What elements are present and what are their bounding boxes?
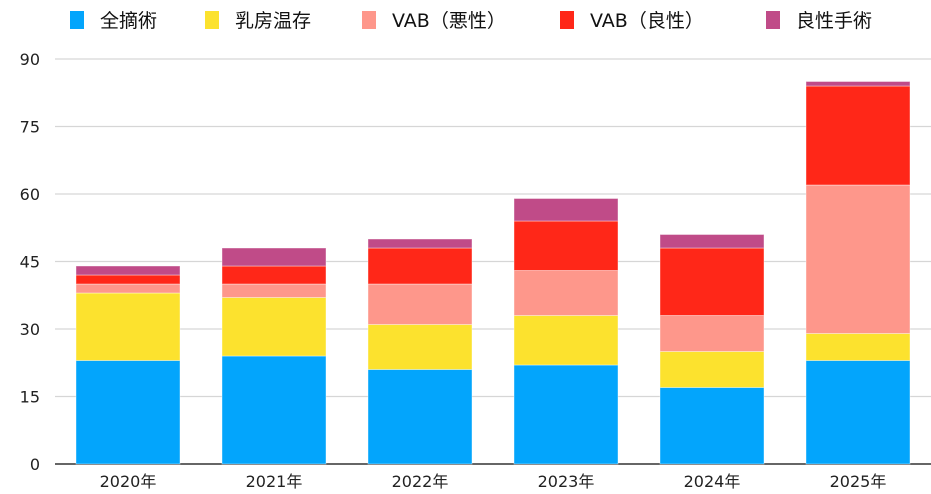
bar-segment: [75, 360, 181, 465]
y-tick-label: 0: [30, 455, 40, 474]
y-tick-label: 45: [20, 253, 40, 272]
bar-segment: [75, 274, 181, 285]
bar-segment: [367, 283, 473, 325]
bar-segment: [367, 247, 473, 285]
bar-segment: [513, 270, 619, 316]
bar-segment: [659, 234, 765, 249]
y-tick-label: 30: [20, 320, 40, 339]
legend-swatch: [362, 11, 376, 29]
bar-segment: [805, 360, 911, 465]
bar-segment: [221, 297, 327, 357]
bar-segment: [367, 238, 473, 249]
y-tick-label: 90: [20, 50, 40, 69]
x-tick-label: 2022年: [392, 472, 449, 490]
y-tick-label: 75: [20, 118, 40, 137]
legend-label: VAB（良性）: [590, 10, 704, 32]
y-tick-label: 60: [20, 185, 40, 204]
bar-segment: [513, 220, 619, 271]
bar-segment: [221, 265, 327, 285]
legend-swatch: [205, 11, 219, 29]
y-tick-label: 15: [20, 388, 40, 407]
x-tick-label: 2025年: [830, 472, 887, 490]
bar-segment: [75, 265, 181, 276]
bar-segment: [805, 85, 911, 186]
bar-segment: [659, 351, 765, 388]
bar-segment: [659, 247, 765, 316]
bar-segment: [367, 324, 473, 370]
bar-segment: [805, 81, 911, 87]
bar-segment: [805, 184, 911, 334]
bar-segment: [221, 283, 327, 298]
legend-label: 全摘術: [100, 10, 157, 32]
bar-segment: [659, 315, 765, 352]
legend-label: 乳房温存: [235, 10, 311, 32]
bar-segment: [367, 369, 473, 465]
x-tick-label: 2024年: [684, 472, 741, 490]
legend-swatch: [560, 11, 574, 29]
x-tick-label: 2023年: [538, 472, 595, 490]
x-tick-label: 2021年: [246, 472, 303, 490]
bar-segment: [221, 355, 327, 465]
bar-segment: [513, 364, 619, 465]
bar-segment: [513, 198, 619, 222]
bar-segment: [75, 292, 181, 361]
bar-segment: [513, 315, 619, 366]
legend-label: 良性手術: [796, 10, 872, 32]
legend-swatch: [766, 11, 780, 29]
legend-swatch: [70, 11, 84, 29]
bar-segment: [659, 387, 765, 465]
x-tick-label: 2020年: [100, 472, 157, 490]
legend-label: VAB（悪性）: [392, 10, 506, 32]
bar-segment: [75, 283, 181, 294]
bar-segment: [221, 247, 327, 267]
bar-segment: [805, 333, 911, 361]
